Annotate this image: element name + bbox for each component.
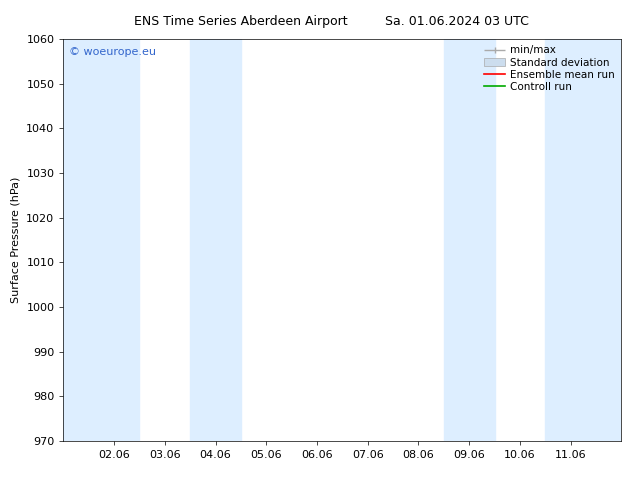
Bar xyxy=(596,39,621,441)
Bar xyxy=(545,39,596,441)
Bar xyxy=(444,39,495,441)
Legend: min/max, Standard deviation, Ensemble mean run, Controll run: min/max, Standard deviation, Ensemble me… xyxy=(480,41,619,96)
Text: © woeurope.eu: © woeurope.eu xyxy=(69,47,156,57)
Text: Sa. 01.06.2024 03 UTC: Sa. 01.06.2024 03 UTC xyxy=(385,15,528,28)
Bar xyxy=(190,39,241,441)
Text: ENS Time Series Aberdeen Airport: ENS Time Series Aberdeen Airport xyxy=(134,15,347,28)
Bar xyxy=(63,39,139,441)
Y-axis label: Surface Pressure (hPa): Surface Pressure (hPa) xyxy=(11,177,21,303)
